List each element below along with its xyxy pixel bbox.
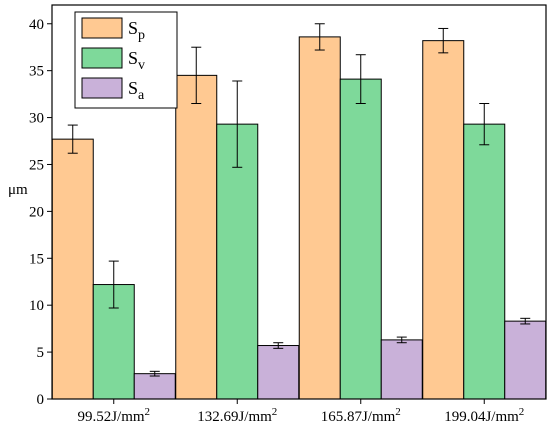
legend: Sp Sv Sa [74,11,178,109]
bar [504,320,547,400]
legend-swatch [81,77,123,99]
y-tick-label: 30 [29,111,44,127]
legend-swatch [81,47,123,69]
bars-layer [51,36,547,400]
bar [339,78,382,400]
y-tick-label: 35 [29,64,44,80]
bar [298,36,341,400]
y-tick-label: 0 [37,392,45,408]
bar [257,345,300,400]
y-tick-label: 40 [29,17,44,33]
legend-label: Sa [128,78,145,103]
bar [463,123,506,400]
y-tick-label: 15 [29,251,44,267]
bar [51,138,94,400]
bar [380,339,423,400]
legend-label: Sp [128,18,145,43]
bar [133,373,176,400]
x-tick-label: 165.87J/mm2 [321,406,401,425]
legend-swatch [81,17,123,39]
bar [422,40,465,400]
y-tick-label: 20 [29,204,44,220]
y-axis-label: μm [8,182,28,198]
x-axis: 99.52J/mm2 132.69J/mm2 165.87J/mm2 199.04J/… [77,399,524,425]
legend-label: Sv [128,48,145,73]
bar [175,74,218,400]
x-tick-label: 132.69J/mm2 [197,406,277,425]
y-tick-label: 5 [37,345,45,361]
y-tick-label: 10 [29,298,44,314]
y-tick-label: 25 [29,157,44,173]
x-tick-label: 199.04J/mm2 [444,406,524,425]
y-axis: 0 5 10 15 20 25 30 35 40 [29,17,52,408]
error-bars-layer [67,23,531,377]
x-tick-label: 99.52J/mm2 [77,406,150,425]
plot-frame [51,4,547,400]
